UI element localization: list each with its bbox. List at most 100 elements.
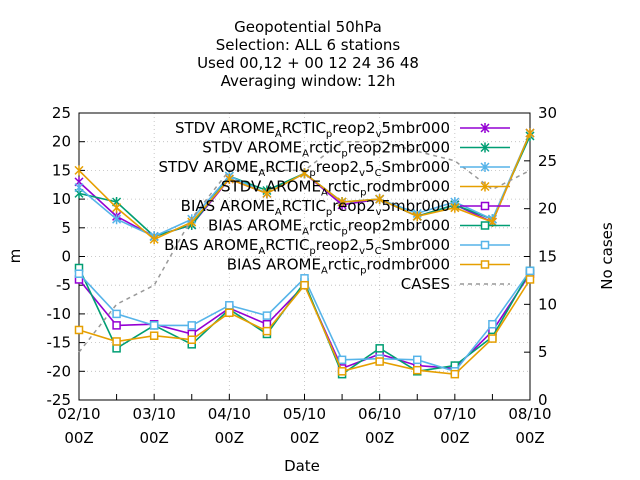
x-tick-label-date: 06/10 (358, 405, 401, 423)
legend-label-part: RCTIC (265, 158, 309, 176)
legend-label-part: 5mbr000 (382, 119, 450, 137)
y-tick-label: -10 (47, 305, 72, 323)
legend-label-part: 5 (365, 158, 375, 176)
data-point (337, 196, 347, 207)
legend-label-part: A (321, 187, 328, 198)
legend-label-part: STDV AROME (202, 139, 302, 157)
x-tick-label-hour: 00Z (139, 429, 168, 447)
legend-swatch-marker (480, 201, 490, 211)
data-point (112, 202, 122, 213)
legend-label-part: BIAS AROME (164, 236, 258, 254)
legend-label-part: p (360, 187, 366, 198)
legend-label-part: v (359, 246, 365, 257)
y-tick-label: 25 (52, 104, 71, 122)
legend-label-part: rctic (309, 217, 341, 235)
x-tick-label-hour: 00Z (440, 429, 469, 447)
legend-label-part: p (309, 168, 315, 179)
data-point (413, 355, 422, 365)
legend-label-part: STDV AROME (221, 178, 321, 196)
title-line: Selection: ALL 6 stations (216, 36, 401, 54)
legend-label-part: A (275, 207, 282, 218)
legend-label-part: v (359, 168, 365, 179)
legend-label-part: A (302, 226, 309, 237)
legend-label-part: RCTIC (282, 197, 326, 215)
data-point (225, 301, 234, 310)
legend-label-part: 5 (365, 236, 375, 254)
data-point (74, 269, 84, 278)
legend-label-part: v (376, 207, 382, 218)
legend-label-part: RCTIC (265, 236, 309, 254)
y-tick-label: -20 (47, 362, 72, 380)
legend-label-part: p (341, 226, 347, 237)
y-tick-label: -5 (56, 276, 71, 294)
data-point (262, 319, 272, 329)
y2-tick-label: 30 (538, 104, 557, 122)
legend-label-part: p (360, 265, 366, 276)
legend-swatch-marker (480, 142, 490, 153)
data-point (375, 344, 384, 353)
data-point (488, 319, 497, 329)
data-point (225, 308, 234, 318)
x-tick-label-hour: 00Z (365, 429, 394, 447)
y2-tick-label: 20 (538, 200, 557, 218)
legend-swatch-marker (480, 260, 490, 269)
data-point (112, 214, 122, 225)
data-point (112, 321, 121, 330)
series-lines (74, 128, 535, 379)
legend-label-part: A (321, 265, 328, 276)
data-point (525, 275, 535, 284)
data-point (262, 326, 272, 336)
y-axis-label: m (6, 249, 24, 264)
series-8 (78, 140, 531, 353)
data-point (149, 234, 159, 245)
y-tick-label: 15 (52, 161, 71, 179)
data-point (112, 337, 121, 346)
legend-label-part: reop2mbr000 (348, 139, 450, 157)
x-tick-label-date: 04/10 (208, 405, 251, 423)
legend-label-part: Smbr000 (382, 158, 450, 176)
series-3 (74, 128, 535, 245)
series-7 (74, 275, 535, 379)
legend-label-part: rodmbr000 (367, 256, 450, 274)
data-point (74, 165, 84, 176)
axes: -25 -20 -15 -10 -5 0 5 10 15 20 25 0 5 10 15 20 25 30 02/1… (47, 104, 558, 447)
x-tick-label-hour: 00Z (290, 429, 319, 447)
data-point (300, 280, 309, 290)
legend-swatch-marker (480, 162, 490, 172)
data-point (112, 309, 121, 319)
y-tick-label: 0 (61, 248, 71, 266)
data-point (187, 321, 196, 330)
legend-label-part: STDV AROME (158, 158, 258, 176)
legend-label-part: reop2 (316, 236, 359, 254)
data-point (337, 367, 347, 376)
data-point (300, 274, 309, 283)
data-point (112, 344, 121, 353)
data-point (525, 266, 535, 276)
legend-label-part: reop2 (316, 158, 359, 176)
legend-swatch-marker (480, 181, 490, 192)
legend-label-part: BIAS AROME (208, 217, 302, 235)
legend-label-part: CASES (401, 275, 450, 293)
legend-swatch-marker (480, 240, 490, 250)
data-point (525, 128, 535, 139)
legend-label-part: reop2 (332, 119, 375, 137)
legend-label-part: BIAS AROME (227, 256, 321, 274)
legend-label-part: RCTIC (282, 119, 326, 137)
legend-label-part: BIAS AROME (181, 197, 275, 215)
x-tick-label-hour: 00Z (215, 429, 244, 447)
title-line: Geopotential 50hPa (234, 18, 382, 36)
x-axis-label: Date (284, 457, 320, 475)
legend-label-part: 5mbr000 (382, 197, 450, 215)
legend-label-part: rctic (328, 178, 360, 196)
legend-label-part: C (375, 168, 382, 179)
data-point (413, 365, 422, 375)
legend-label: BIAS AROMEArcticprodmbr000 (227, 256, 450, 277)
y-tick-label: -25 (47, 391, 72, 409)
title-line: Used 00,12 + 00 12 24 36 48 (197, 54, 419, 72)
x-tick-label-hour: 00Z (64, 429, 93, 447)
x-tick-label-hour: 00Z (515, 429, 544, 447)
y-tick-label: 10 (52, 190, 71, 208)
